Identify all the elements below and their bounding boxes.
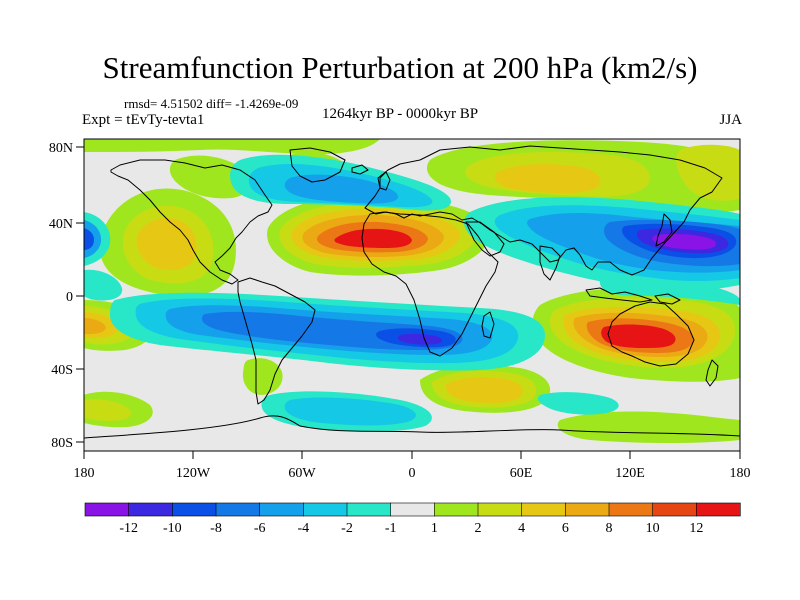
coast-iceland (351, 164, 369, 175)
colorbar-swatch-8 (434, 502, 479, 517)
coastlines (84, 145, 740, 439)
coast-indonesia (585, 287, 653, 303)
contour-south-atlantic-6 (445, 376, 523, 403)
colorbar-label-10: 6 (562, 521, 569, 536)
lon-label-0: 0 (409, 466, 416, 481)
longitude-labels: 180 120W 60W 0 60E 120E 180 (74, 466, 751, 481)
colorbar-swatch-14 (696, 502, 741, 517)
colorbar-swatch-6 (346, 502, 392, 517)
coast-eurasia (364, 145, 723, 276)
coast-uk (379, 171, 391, 191)
contour-sw-pacific-low--1 (599, 278, 740, 305)
colorbar-label-0: -12 (119, 521, 138, 536)
contour-arctic-2 (84, 139, 380, 155)
season-label: JJA (719, 112, 742, 128)
contour-pacific-high-6 (136, 218, 197, 271)
lat-label-80n: 80N (49, 141, 73, 156)
colorbar-swatch-0 (84, 502, 130, 517)
chart-title: Streamfunction Perturbation at 200 hPa (… (102, 50, 698, 85)
colorbar-swatch-2 (172, 502, 217, 517)
colorbar-swatch-5 (303, 502, 348, 517)
colorbar-label-12: 10 (646, 521, 660, 536)
colorbar-label-11: 8 (606, 521, 613, 536)
period-label: 1264kyr BP - 0000kyr BP (322, 106, 479, 122)
coast-antarctica (84, 415, 740, 439)
contour-patagonia-2 (242, 358, 283, 395)
contour-asia-low--12 (652, 234, 716, 250)
colorbar: -12 -10 -8 -6 -4 -2 -1 1 2 4 6 8 10 12 (84, 502, 741, 536)
colorbar-label-1: -10 (163, 521, 182, 536)
stats-text: rmsd= 4.51502 diff= -1.4269e-09 (124, 96, 299, 111)
coast-australia (607, 301, 695, 367)
lon-label-60e: 60E (510, 466, 533, 481)
contour-alaska-2 (169, 155, 253, 199)
contour-antarctic-2 (557, 411, 740, 443)
coast-north-america (110, 159, 273, 285)
colorbar-swatch-13 (652, 502, 697, 517)
contour-southern-ocean-low--2 (284, 397, 416, 426)
contour-southern-ocean-4 (84, 399, 131, 421)
lat-label-40n: 40N (49, 217, 73, 232)
coast-japan (655, 213, 673, 247)
lat-label-80s: 80S (51, 436, 73, 451)
colorbar-label-13: 12 (689, 521, 703, 536)
coast-arabia (465, 221, 505, 257)
contour-south-pacific-8 (84, 318, 106, 334)
coast-new-guinea (654, 293, 681, 305)
coast-africa (361, 211, 499, 357)
contour-dateline-low--8 (84, 228, 94, 250)
colorbar-label-7: 1 (431, 521, 438, 536)
lon-label-120e: 120E (615, 466, 645, 481)
lon-label-180w: 180 (74, 466, 95, 481)
contour-atlantic-high-12 (334, 228, 412, 248)
axis-ticks (76, 146, 741, 459)
coast-madagascar (481, 311, 495, 339)
colorbar-label-6: -1 (385, 521, 397, 536)
experiment-label: Expt = tEvTy-tevta1 (82, 112, 205, 128)
coast-south-america (237, 277, 316, 405)
colorbar-label-5: -2 (341, 521, 353, 536)
colorbar-swatch-3 (215, 502, 261, 517)
colorbar-swatch-9 (477, 502, 523, 517)
colorbar-swatch-11 (565, 502, 610, 517)
coast-india (539, 245, 561, 281)
coast-new-zealand (705, 359, 719, 387)
contour-antarctic-low--1 (537, 392, 619, 415)
colorbar-swatch-12 (608, 502, 654, 517)
lat-label-40s: 40S (51, 363, 73, 378)
latitude-labels: 80N 40N 0 40S 80S (49, 141, 73, 451)
lon-label-60w: 60W (288, 466, 316, 481)
coast-greenland (289, 147, 346, 183)
lon-label-180e: 180 (730, 466, 751, 481)
colorbar-label-9: 4 (518, 521, 525, 536)
lon-label-120w: 120W (176, 466, 211, 481)
colorbar-label-3: -6 (254, 521, 266, 536)
contour-ne-pacific-4 (676, 144, 740, 201)
contour-siberia-6 (494, 164, 601, 194)
lat-label-0: 0 (66, 290, 73, 305)
colorbar-label-8: 2 (475, 521, 482, 536)
contour-south-low--10 (398, 333, 443, 345)
contour-indian-high-12 (601, 324, 676, 348)
colorbar-swatch-7 (390, 502, 435, 517)
contour-eastpac-low--1 (84, 269, 123, 301)
colorbar-label-4: -4 (297, 521, 309, 536)
colorbar-swatch-10 (521, 502, 566, 517)
colorbar-swatch-4 (259, 502, 304, 517)
colorbar-swatch-1 (128, 502, 173, 517)
colorbar-label-2: -8 (210, 521, 222, 536)
